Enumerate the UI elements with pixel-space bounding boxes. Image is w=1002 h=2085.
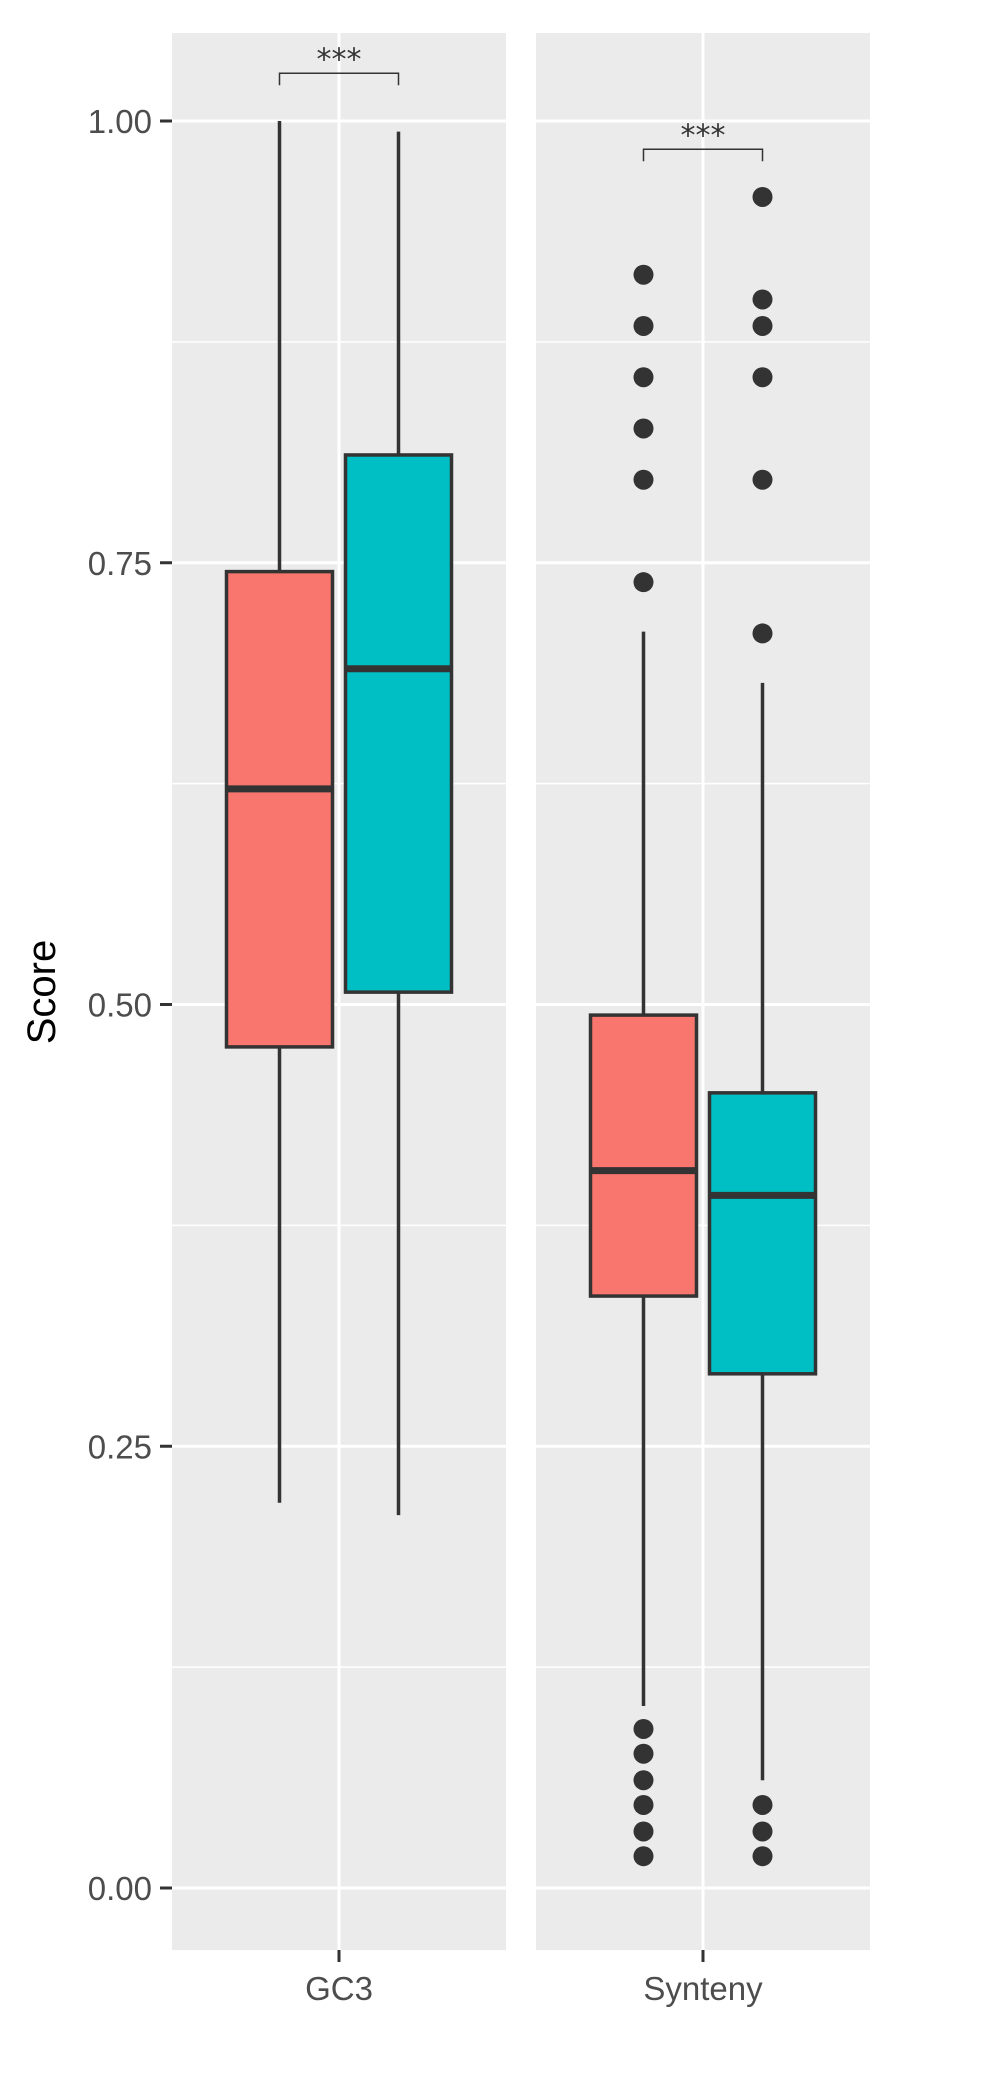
x-tick-label-gc3: GC3 (305, 1970, 373, 2007)
outlier-point (633, 315, 654, 336)
outlier-point (752, 367, 773, 388)
outlier-point (633, 1743, 654, 1764)
outlier-point (633, 1770, 654, 1791)
boxplot-gc3-group-1 (224, 121, 335, 1503)
outlier-point (752, 1846, 773, 1867)
outlier-point (752, 186, 773, 207)
x-axis: GC3 Synteny (305, 1950, 763, 2007)
significance-label: *** (317, 42, 362, 77)
y-tick-label: 0.75 (88, 545, 152, 582)
outlier-point (633, 1794, 654, 1815)
y-tick-label: 0.50 (88, 987, 152, 1024)
box-body (224, 569, 335, 1049)
outlier-point (752, 469, 773, 490)
significance-annotations: *** *** (278, 42, 764, 162)
y-tick-label: 1.00 (88, 103, 152, 140)
significance-label: *** (681, 118, 726, 153)
y-axis: 0.00 0.25 0.50 0.75 1.00 (88, 103, 172, 1907)
box-body (707, 1091, 818, 1376)
outlier-point (752, 1794, 773, 1815)
boxplot-synteny-group-2 (707, 186, 818, 1867)
outlier-point (633, 418, 654, 439)
outlier-point (752, 289, 773, 310)
y-tick-label: 0.00 (88, 1870, 152, 1907)
outlier-point (752, 315, 773, 336)
box-body (588, 1013, 699, 1298)
boxplot-synteny-group-1 (588, 264, 699, 1867)
y-axis-title: Score (20, 940, 64, 1045)
significance-bracket (278, 72, 400, 86)
outlier-point (633, 367, 654, 388)
x-tick-label-synteny: Synteny (643, 1970, 763, 2007)
outlier-point (752, 623, 773, 644)
box-body (343, 453, 454, 994)
outlier-point (633, 1718, 654, 1739)
outlier-point (633, 264, 654, 285)
outlier-point (633, 1846, 654, 1867)
outlier-point (752, 1821, 773, 1842)
y-tick-label: 0.25 (88, 1428, 152, 1465)
outlier-point (633, 469, 654, 490)
boxplot-gc3-group-2 (343, 131, 454, 1516)
outlier-point (633, 572, 654, 593)
outlier-point (633, 1821, 654, 1842)
box-marks (224, 121, 818, 1867)
significance-bracket (642, 148, 764, 162)
